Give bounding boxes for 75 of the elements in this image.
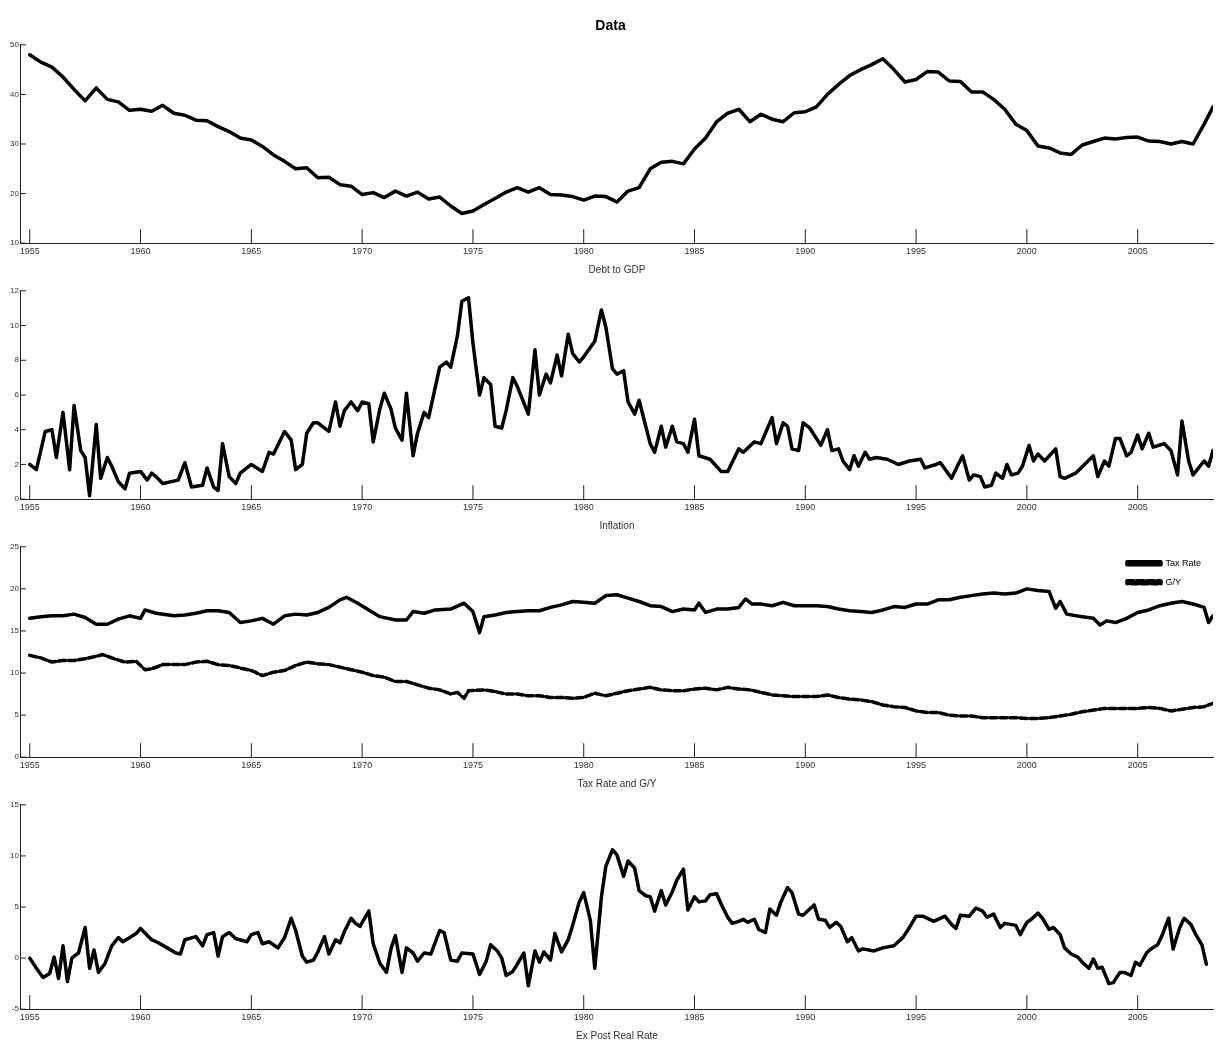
x-tick-label: 1980 xyxy=(573,1012,594,1023)
x-tick-label: 2000 xyxy=(1016,760,1037,771)
x-tick-label: 2005 xyxy=(1127,1012,1148,1023)
y-tick-label: 0 xyxy=(14,752,20,762)
y-tick-label: 2 xyxy=(14,459,20,469)
x-tick-label: 1995 xyxy=(906,760,927,771)
y-tick-label: 20 xyxy=(9,584,20,594)
x-tick-label: 1975 xyxy=(462,502,483,513)
x-tick-label: 1980 xyxy=(573,760,594,771)
y-tick-label: 8 xyxy=(14,355,20,365)
x-tick-label: 1955 xyxy=(19,760,40,771)
x-axis-title: Tax Rate and G/Y xyxy=(577,777,657,789)
x-tick-label: 1970 xyxy=(352,246,373,257)
x-tick-label: 1960 xyxy=(130,760,151,771)
y-tick-label: 0 xyxy=(14,953,20,963)
y-tick-label: 10 xyxy=(9,851,20,861)
x-axis-title: Inflation xyxy=(599,519,635,531)
x-tick-label: 1975 xyxy=(462,1012,483,1023)
y-tick-label: 10 xyxy=(9,320,20,330)
x-axis-title: Ex Post Real Rate xyxy=(576,1029,659,1041)
x-tick-label: 2000 xyxy=(1016,1012,1037,1023)
x-tick-label: 1980 xyxy=(573,502,594,513)
y-tick-label: 20 xyxy=(9,188,20,198)
x-axis-title: Debt to GDP xyxy=(588,263,646,275)
y-tick-label: 25 xyxy=(9,542,20,551)
x-tick-label: 1980 xyxy=(573,246,594,257)
y-tick-label: 12 xyxy=(9,286,20,295)
y-tick-label: 5 xyxy=(14,710,20,720)
x-tick-label: 1965 xyxy=(241,1012,262,1023)
x-tick-label: 1985 xyxy=(684,1012,705,1023)
x-tick-label: 1985 xyxy=(684,502,705,513)
x-tick-label: 2000 xyxy=(1016,246,1037,257)
x-tick-label: 1985 xyxy=(684,760,705,771)
line-series xyxy=(28,652,1213,721)
x-tick-label: 1995 xyxy=(906,246,927,257)
x-tick-label: 1970 xyxy=(352,760,373,771)
y-tick-label: 10 xyxy=(9,668,20,678)
y-tick-label: 10 xyxy=(9,238,20,248)
x-tick-label: 1995 xyxy=(906,1012,927,1023)
y-tick-label: -5 xyxy=(11,1004,20,1014)
x-tick-label: 1990 xyxy=(795,246,816,257)
x-tick-label: 1955 xyxy=(19,502,40,513)
x-tick-label: 1965 xyxy=(241,760,262,771)
x-tick-label: 1970 xyxy=(352,1012,373,1023)
y-tick-label: 15 xyxy=(9,800,20,809)
x-tick-label: 2005 xyxy=(1127,502,1148,513)
x-tick-label: 1955 xyxy=(19,1012,40,1023)
y-tick-label: 6 xyxy=(14,390,20,400)
x-tick-label: 1970 xyxy=(352,502,373,513)
y-tick-label: 40 xyxy=(9,89,20,99)
x-tick-label: 1960 xyxy=(130,1012,151,1023)
x-tick-label: 1960 xyxy=(130,502,151,513)
x-tick-label: 1990 xyxy=(795,502,816,513)
legend-label: G/Y xyxy=(1165,576,1181,587)
x-tick-label: 1965 xyxy=(241,246,262,257)
x-tick-label: 1965 xyxy=(241,502,262,513)
x-tick-label: 1960 xyxy=(130,246,151,257)
x-tick-label: 1955 xyxy=(19,246,40,257)
x-tick-label: 2005 xyxy=(1127,760,1148,771)
y-tick-label: 50 xyxy=(9,40,20,49)
chart-title: Data xyxy=(595,17,626,34)
x-tick-label: 2005 xyxy=(1127,246,1148,257)
y-tick-label: 30 xyxy=(9,139,20,149)
y-tick-label: 5 xyxy=(14,902,20,912)
x-tick-label: 1995 xyxy=(906,502,927,513)
y-tick-label: 15 xyxy=(9,626,20,636)
x-tick-label: 1985 xyxy=(684,246,705,257)
y-tick-label: 0 xyxy=(14,494,20,504)
x-tick-label: 2000 xyxy=(1016,502,1037,513)
x-tick-label: 1990 xyxy=(795,760,816,771)
x-tick-label: 1975 xyxy=(462,246,483,257)
legend-label: Tax Rate xyxy=(1165,557,1202,568)
x-tick-label: 1990 xyxy=(795,1012,816,1023)
x-tick-label: 1975 xyxy=(462,760,483,771)
y-tick-label: 4 xyxy=(14,424,20,434)
